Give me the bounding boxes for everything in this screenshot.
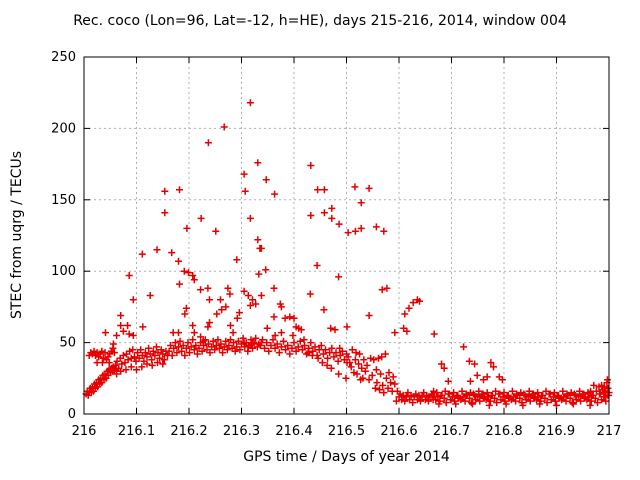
x-tick-label: 216.4 — [275, 424, 312, 439]
y-tick-label: 200 — [51, 121, 76, 136]
x-tick-label: 216.3 — [223, 424, 260, 439]
data-point-markers — [82, 99, 613, 409]
y-tick-label: 50 — [59, 336, 76, 351]
x-axis-label: GPS time / Days of year 2014 — [243, 449, 450, 465]
x-tick-label: 216 — [72, 424, 97, 439]
y-tick-label: 0 — [68, 407, 76, 422]
x-tick-label: 216.1 — [118, 424, 155, 439]
y-tick-label: 150 — [51, 193, 76, 208]
x-tick-label: 216.8 — [485, 424, 522, 439]
y-tick-label: 250 — [51, 50, 76, 65]
x-tick-label: 216.5 — [328, 424, 365, 439]
x-tick-label: 216.6 — [380, 424, 417, 439]
y-tick-label: 100 — [51, 264, 76, 279]
x-tick-label: 216.2 — [170, 424, 207, 439]
x-tick-label: 216.9 — [538, 424, 575, 439]
chart-title: Rec. coco (Lon=96, Lat=-12, h=HE), days … — [73, 13, 567, 29]
x-tick-label: 216.7 — [433, 424, 470, 439]
x-tick-label: 217 — [597, 424, 622, 439]
